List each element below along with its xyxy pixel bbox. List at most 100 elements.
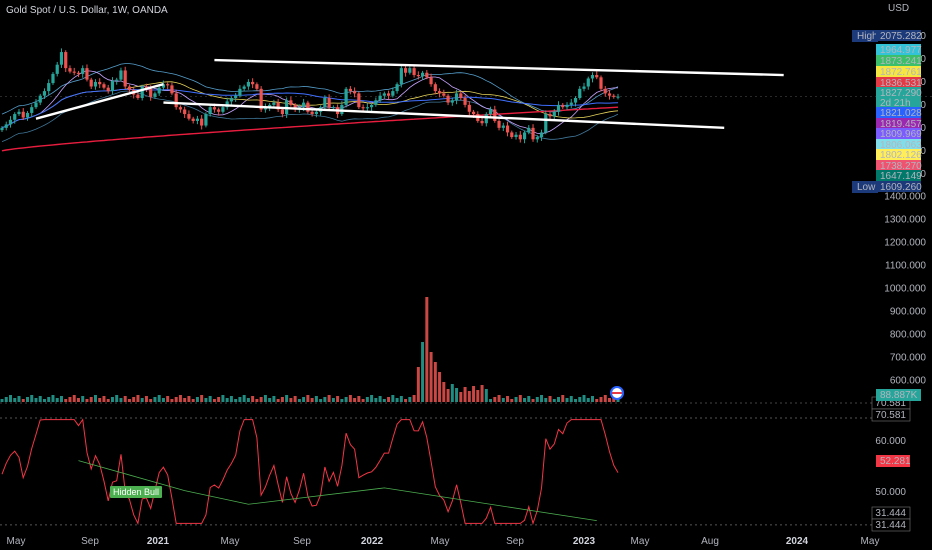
candle-body	[25, 112, 30, 118]
candle-body	[493, 109, 497, 121]
candle-body	[166, 84, 170, 86]
candle-body	[208, 107, 212, 115]
volume-bar	[204, 398, 208, 402]
rsi-current-value: 52.281	[880, 456, 911, 467]
candle-body	[565, 104, 569, 108]
volume-bar	[4, 397, 8, 402]
volume-bar	[387, 397, 391, 402]
candle-body	[357, 93, 361, 108]
candle-body	[552, 111, 556, 117]
candle-body	[391, 91, 395, 96]
volume-bar	[251, 396, 255, 402]
volume-bar	[13, 398, 17, 402]
candle-body	[123, 70, 127, 87]
candle-body	[4, 124, 8, 128]
volume-bar	[59, 396, 63, 402]
volume-bar	[85, 399, 89, 402]
time-label: Aug	[701, 536, 719, 547]
volume-bar	[574, 399, 578, 402]
price-tag	[876, 139, 921, 150]
candle-body	[323, 97, 327, 108]
volume-bar	[319, 399, 323, 402]
price-tag	[876, 149, 921, 160]
volume-bar	[72, 395, 76, 402]
ma-long	[1, 88, 619, 129]
candle-body	[51, 73, 55, 84]
volume-bar	[382, 399, 386, 402]
trend-line	[163, 101, 725, 130]
time-label: 2023	[573, 536, 596, 547]
tag-label-bg	[852, 30, 878, 42]
price-tag-value: 1809.969	[880, 129, 922, 140]
volume-bar	[64, 399, 68, 402]
candle-body	[302, 102, 306, 108]
candle-body	[102, 84, 106, 88]
upper-band	[1, 63, 619, 115]
volume-bar	[336, 396, 340, 402]
candle-body	[93, 81, 98, 87]
candle-body	[607, 93, 612, 96]
price-tag-value: 1647.149	[880, 171, 922, 182]
candle-body	[463, 97, 467, 105]
candle-body	[586, 78, 590, 87]
volume-bar	[408, 397, 412, 402]
ma-mid	[1, 81, 619, 129]
time-label: May	[861, 536, 880, 547]
volume-bar	[608, 398, 612, 402]
volume-bar	[157, 395, 161, 402]
tag-label: Low	[857, 182, 876, 193]
price-tag-value: 1802.126	[880, 150, 922, 161]
rsi-line	[1, 418, 619, 526]
price-tag-value: 2075.282	[880, 31, 922, 42]
candle-body	[293, 104, 297, 110]
volume-bar	[497, 395, 501, 402]
candle-body	[30, 107, 34, 113]
time-label: 2024	[786, 536, 809, 547]
candle-body	[437, 91, 442, 94]
candle-body	[204, 114, 208, 126]
ma-short	[1, 70, 619, 135]
candle-body	[595, 75, 599, 78]
volume-bar	[119, 398, 123, 402]
volume-bar	[268, 398, 272, 402]
candle-body	[484, 114, 488, 124]
candle-body	[187, 114, 191, 119]
candle-body	[85, 68, 89, 80]
price-tag	[876, 107, 921, 118]
volume-bar	[42, 399, 46, 402]
volume-bar	[136, 395, 140, 402]
volume-bar	[238, 397, 242, 402]
time-label: 2022	[361, 536, 384, 547]
price-tag-value: 1738.270	[880, 161, 922, 172]
price-tag	[876, 170, 921, 181]
candle-body	[170, 85, 174, 94]
volume-bar	[599, 397, 603, 402]
time-axis: May Sep 2021 May Sep 2022 May Sep 2023 May Aug 2024…	[7, 536, 880, 547]
candle-body	[98, 81, 102, 85]
hidden-bull-label	[110, 486, 162, 498]
volume-bar	[225, 398, 229, 402]
candle-body	[518, 134, 522, 140]
volume-bars	[0, 297, 620, 402]
candle-body	[276, 102, 280, 110]
price-tick: 1300.000	[884, 215, 926, 226]
volume-bar	[123, 396, 127, 402]
price-tick: 700.000	[890, 352, 927, 363]
volume-bar	[17, 396, 21, 402]
candle-body	[569, 102, 573, 105]
candle-body	[76, 72, 81, 74]
time-label: 2021	[147, 536, 170, 547]
candle-body	[68, 68, 72, 72]
hidden-bull-text: Hidden Bull	[113, 487, 159, 497]
volume-bar	[55, 398, 59, 402]
candle-body	[280, 109, 284, 115]
candle-body	[64, 52, 68, 69]
price-tag	[876, 160, 921, 171]
volume-bar	[544, 398, 548, 402]
candle-body	[501, 125, 505, 128]
volume-bar	[438, 372, 442, 402]
volume-bar	[208, 396, 212, 402]
volume-bar	[217, 397, 221, 402]
volume-bar	[310, 398, 314, 402]
